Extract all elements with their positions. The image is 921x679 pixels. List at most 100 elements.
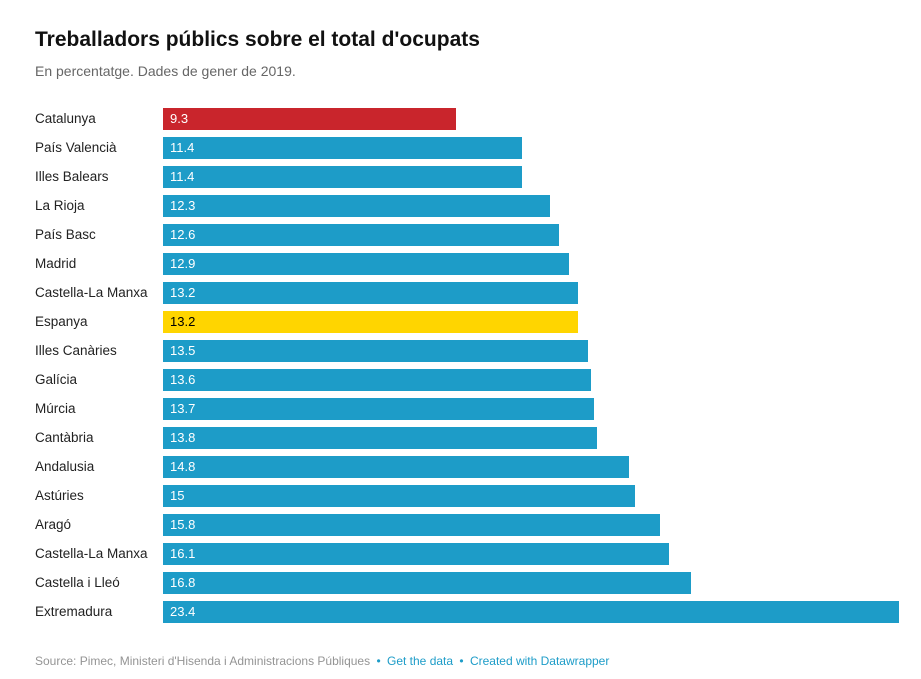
footer-separator: • bbox=[459, 654, 464, 668]
category-label: Extremadura bbox=[35, 604, 113, 620]
bar: 23.4 bbox=[163, 600, 899, 623]
bar-track: 13.6 bbox=[163, 368, 899, 391]
bar-row: Madrid 12.9 bbox=[35, 249, 899, 278]
value-label: 23.4 bbox=[170, 604, 196, 620]
category-label: Astúries bbox=[35, 488, 84, 504]
bar: 14.8 bbox=[163, 455, 629, 478]
bar: 13.2 bbox=[163, 310, 579, 333]
bar: 15 bbox=[163, 484, 635, 507]
bar: 11.4 bbox=[163, 165, 522, 188]
value-label: 12.6 bbox=[170, 227, 196, 243]
footer-separator: • bbox=[376, 654, 381, 668]
bar: 13.7 bbox=[163, 397, 594, 420]
bar-row: Aragó 15.8 bbox=[35, 510, 899, 539]
value-label: 15 bbox=[170, 488, 185, 504]
value-label: 13.5 bbox=[170, 343, 196, 359]
bar: 13.8 bbox=[163, 426, 598, 449]
bar-track: 14.8 bbox=[163, 455, 899, 478]
value-label: 11.4 bbox=[170, 140, 195, 156]
bar-track: 23.4 bbox=[163, 600, 899, 623]
value-label: 16.1 bbox=[170, 546, 196, 562]
bar-track: 13.2 bbox=[163, 281, 899, 304]
value-label: 15.8 bbox=[170, 517, 196, 533]
category-label: Aragó bbox=[35, 517, 72, 533]
bar-row: País Basc 12.6 bbox=[35, 220, 899, 249]
category-label: Madrid bbox=[35, 256, 77, 272]
category-label: Castella i Lleó bbox=[35, 575, 120, 591]
bar: 16.1 bbox=[163, 542, 670, 565]
bar-track: 12.6 bbox=[163, 223, 899, 246]
value-label: 14.8 bbox=[170, 459, 196, 475]
bar-row: Castella-La Manxa 13.2 bbox=[35, 278, 899, 307]
bar-row: Catalunya 9.3 bbox=[35, 104, 899, 133]
bar-row: Castella-La Manxa 16.1 bbox=[35, 539, 899, 568]
chart-subtitle: En percentatge. Dades de gener de 2019. bbox=[35, 63, 296, 80]
category-label: Cantàbria bbox=[35, 430, 94, 446]
bar: 15.8 bbox=[163, 513, 660, 536]
value-label: 9.3 bbox=[170, 111, 189, 127]
chart-title: Treballadors públics sobre el total d'oc… bbox=[35, 28, 480, 51]
bar: 16.8 bbox=[163, 571, 692, 594]
bar: 13.2 bbox=[163, 281, 579, 304]
bar-chart: Catalunya 9.3 País Valencià 11.4 Illes Balea… bbox=[35, 104, 899, 626]
bar-row: Cantàbria 13.8 bbox=[35, 423, 899, 452]
bar-row: Castella i Lleó 16.8 bbox=[35, 568, 899, 597]
bar-row: Espanya 13.2 bbox=[35, 307, 899, 336]
category-label: País Valencià bbox=[35, 140, 117, 156]
category-label: Espanya bbox=[35, 314, 88, 330]
bar-row: Illes Canàries 13.5 bbox=[35, 336, 899, 365]
bar: 13.5 bbox=[163, 339, 588, 362]
bar-track: 13.8 bbox=[163, 426, 899, 449]
category-label: Castella-La Manxa bbox=[35, 546, 148, 562]
source-text: Source: Pimec, Ministeri d'Hisenda i Adm… bbox=[35, 654, 371, 668]
value-label: 13.7 bbox=[170, 401, 196, 417]
bar-track: 11.4 bbox=[163, 165, 899, 188]
category-label: Andalusia bbox=[35, 459, 95, 475]
datawrapper-link[interactable]: Created with Datawrapper bbox=[469, 654, 610, 668]
category-label: La Rioja bbox=[35, 198, 85, 214]
category-label: Illes Balears bbox=[35, 169, 109, 185]
value-label: 16.8 bbox=[170, 575, 196, 591]
bar-track: 12.3 bbox=[163, 194, 899, 217]
bar-track: 15.8 bbox=[163, 513, 899, 536]
value-label: 13.2 bbox=[170, 285, 196, 301]
category-label: Illes Canàries bbox=[35, 343, 117, 359]
category-label: Catalunya bbox=[35, 111, 96, 127]
value-label: 12.9 bbox=[170, 256, 196, 272]
bar-row: Astúries 15 bbox=[35, 481, 899, 510]
bar-row: La Rioja 12.3 bbox=[35, 191, 899, 220]
bar-track: 13.2 bbox=[163, 310, 899, 333]
value-label: 11.4 bbox=[170, 169, 195, 185]
bar-row: Andalusia 14.8 bbox=[35, 452, 899, 481]
bar-row: País Valencià 11.4 bbox=[35, 133, 899, 162]
bar: 11.4 bbox=[163, 136, 522, 159]
bar-track: 12.9 bbox=[163, 252, 899, 275]
bar-row: Galícia 13.6 bbox=[35, 365, 899, 394]
bar-track: 11.4 bbox=[163, 136, 899, 159]
bar: 12.9 bbox=[163, 252, 569, 275]
value-label: 12.3 bbox=[170, 198, 196, 214]
category-label: Galícia bbox=[35, 372, 78, 388]
value-label: 13.6 bbox=[170, 372, 196, 388]
bar: 12.3 bbox=[163, 194, 550, 217]
bar-track: 16.8 bbox=[163, 571, 899, 594]
chart-footer: Source: Pimec, Ministeri d'Hisenda i Adm… bbox=[35, 654, 609, 668]
category-label: Múrcia bbox=[35, 401, 76, 417]
bar-track: 13.5 bbox=[163, 339, 899, 362]
value-label: 13.8 bbox=[170, 430, 196, 446]
value-label: 13.2 bbox=[170, 314, 196, 330]
bar: 13.6 bbox=[163, 368, 591, 391]
category-label: Castella-La Manxa bbox=[35, 285, 148, 301]
get-data-link[interactable]: Get the data bbox=[387, 654, 454, 668]
bar-track: 16.1 bbox=[163, 542, 899, 565]
bar-track: 15 bbox=[163, 484, 899, 507]
bar-row: Extremadura 23.4 bbox=[35, 597, 899, 626]
bar: 9.3 bbox=[163, 107, 456, 130]
bar-row: Múrcia 13.7 bbox=[35, 394, 899, 423]
bar: 12.6 bbox=[163, 223, 560, 246]
bar-row: Illes Balears 11.4 bbox=[35, 162, 899, 191]
category-label: País Basc bbox=[35, 227, 96, 243]
bar-track: 9.3 bbox=[163, 107, 899, 130]
bar-track: 13.7 bbox=[163, 397, 899, 420]
